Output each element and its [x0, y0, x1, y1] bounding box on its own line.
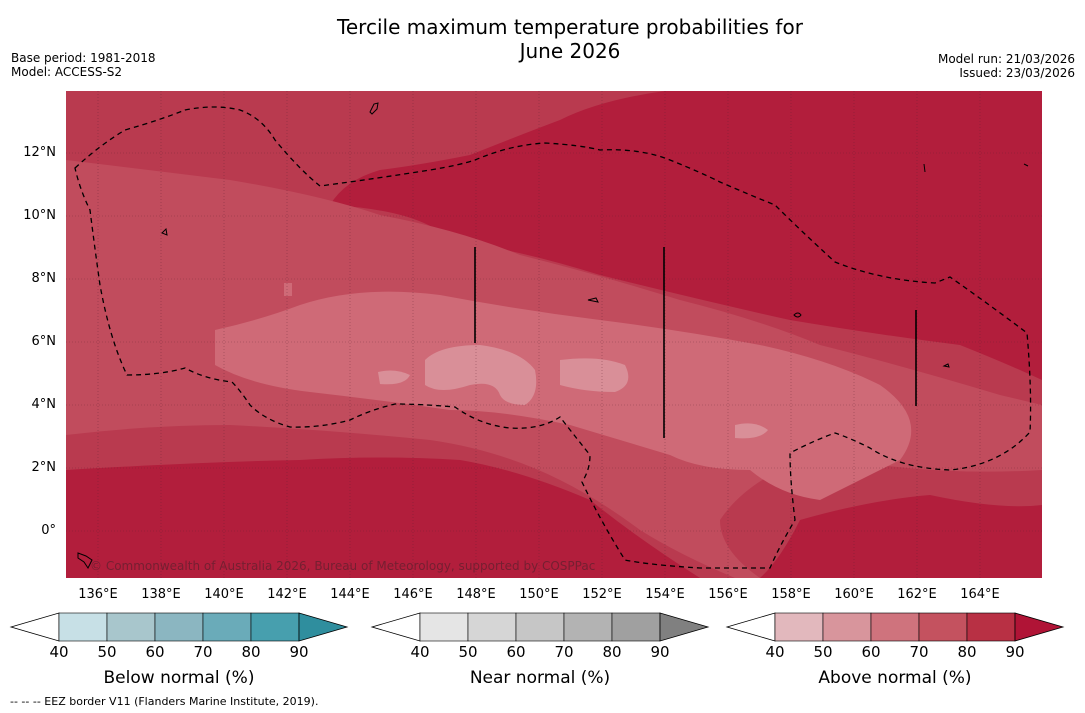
- above-under-arrow: [725, 612, 776, 642]
- lon-label-144e: 144°E: [330, 587, 370, 602]
- island-north: [369, 102, 379, 115]
- island-marshall: [793, 312, 802, 318]
- zone-above-50-60-c: [378, 370, 410, 385]
- colorbar-above: [725, 612, 1065, 642]
- near-seg-3: [515, 612, 565, 642]
- near-seg-2: [467, 612, 517, 642]
- lon-label-142e: 142°E: [267, 587, 307, 602]
- colorbar-near: [370, 612, 710, 642]
- graticule: [66, 91, 1042, 578]
- island-small-2: [942, 363, 950, 368]
- above-seg-2: [822, 612, 872, 642]
- lat-label-10n: 10°N: [23, 208, 56, 223]
- copyright-text: © Commonwealth of Australia 2026, Bureau…: [90, 559, 595, 573]
- colorbar-below: [9, 612, 349, 642]
- lat-label-6n: 6°N: [31, 334, 57, 349]
- below-seg-2: [106, 612, 156, 642]
- below-tick-90: 90: [289, 643, 309, 661]
- lon-label-156e: 156°E: [708, 587, 748, 602]
- issued-date: Issued: 23/03/2026: [959, 66, 1075, 80]
- zone-above-50-60-d: [735, 423, 768, 439]
- below-seg-5: [250, 612, 300, 642]
- grid-artifact-lines: [474, 247, 917, 438]
- eez-borders: [74, 106, 1032, 569]
- near-tick-70: 70: [554, 643, 574, 661]
- above-over-arrow: [1014, 612, 1065, 642]
- below-tick-40: 40: [49, 643, 69, 661]
- below-under-arrow: [9, 612, 60, 642]
- lon-label-154e: 154°E: [645, 587, 685, 602]
- lat-label-8n: 8°N: [31, 271, 57, 286]
- near-under-arrow: [370, 612, 421, 642]
- below-tick-80: 80: [241, 643, 261, 661]
- model-run: Model run: 21/03/2026: [937, 52, 1075, 66]
- below-tick-50: 50: [97, 643, 117, 661]
- lat-label-2n: 2°N: [31, 460, 57, 475]
- near-tick-90: 90: [650, 643, 670, 661]
- above-seg-4: [918, 612, 968, 642]
- island-small-4: [923, 163, 926, 173]
- map-title-line1: Tercile maximum temperature probabilitie…: [337, 15, 803, 39]
- below-tick-60: 60: [145, 643, 165, 661]
- lon-label-150e: 150°E: [519, 587, 559, 602]
- near-tick-60: 60: [506, 643, 526, 661]
- zone-above-60-70: [215, 291, 912, 500]
- lon-label-140e: 140°E: [204, 587, 244, 602]
- above-normal-title: Above normal (%): [818, 668, 972, 688]
- probability-field: [66, 91, 1042, 578]
- coastlines: [77, 102, 1029, 569]
- near-seg-5: [611, 612, 661, 642]
- lon-label-152e: 152°E: [582, 587, 622, 602]
- above-tick-60: 60: [861, 643, 881, 661]
- lat-label-4n: 4°N: [31, 397, 57, 412]
- lon-label-162e: 162°E: [897, 587, 937, 602]
- near-tick-80: 80: [602, 643, 622, 661]
- above-seg-3: [870, 612, 920, 642]
- below-seg-4: [202, 612, 252, 642]
- lat-label-0: 0°: [41, 523, 56, 538]
- lon-label-160e: 160°E: [834, 587, 874, 602]
- near-seg-4: [563, 612, 613, 642]
- island-palau: [77, 552, 93, 569]
- zone-above-50-60-b: [560, 358, 629, 392]
- eez-border-note: -- -- -- EEZ border V11 (Flanders Marine…: [10, 695, 319, 708]
- lon-label-158e: 158°E: [771, 587, 811, 602]
- island-small-1: [587, 297, 599, 303]
- meta-left: Base period: 1981-2018 Model: ACCESS-S2: [11, 51, 156, 79]
- below-seg-3: [154, 612, 204, 642]
- above-tick-50: 50: [813, 643, 833, 661]
- zone-above-50-60-a: [425, 345, 537, 405]
- lat-label-12n: 12°N: [23, 145, 56, 160]
- eez-border-palau-fsm-west: [74, 106, 1032, 569]
- island-small-3: [1023, 163, 1029, 167]
- near-normal-title: Near normal (%): [469, 668, 611, 688]
- model-name: Model: ACCESS-S2: [11, 65, 123, 79]
- lon-label-146e: 146°E: [393, 587, 433, 602]
- map-title: Tercile maximum temperature probabilitie…: [270, 15, 870, 63]
- near-tick-40: 40: [410, 643, 430, 661]
- below-seg-1: [58, 612, 108, 642]
- above-tick-40: 40: [765, 643, 785, 661]
- below-normal-title: Below normal (%): [103, 668, 255, 688]
- above-tick-70: 70: [909, 643, 929, 661]
- above-tick-80: 80: [957, 643, 977, 661]
- lon-label-136e: 136°E: [78, 587, 118, 602]
- map-title-line2: June 2026: [519, 39, 621, 63]
- above-tick-90: 90: [1005, 643, 1025, 661]
- below-tick-70: 70: [193, 643, 213, 661]
- base-period: Base period: 1981-2018: [11, 51, 156, 65]
- near-over-arrow: [659, 612, 710, 642]
- lon-label-148e: 148°E: [456, 587, 496, 602]
- near-tick-50: 50: [458, 643, 478, 661]
- above-seg-1: [774, 612, 824, 642]
- lon-label-164e: 164°E: [960, 587, 1000, 602]
- island-west: [161, 227, 168, 236]
- above-seg-5: [966, 612, 1016, 642]
- lon-label-138e: 138°E: [141, 587, 181, 602]
- zone-above-60-70-patch: [284, 283, 292, 296]
- near-seg-1: [419, 612, 469, 642]
- below-over-arrow: [298, 612, 349, 642]
- meta-right: Model run: 21/03/2026 Issued: 23/03/2026: [938, 52, 1075, 80]
